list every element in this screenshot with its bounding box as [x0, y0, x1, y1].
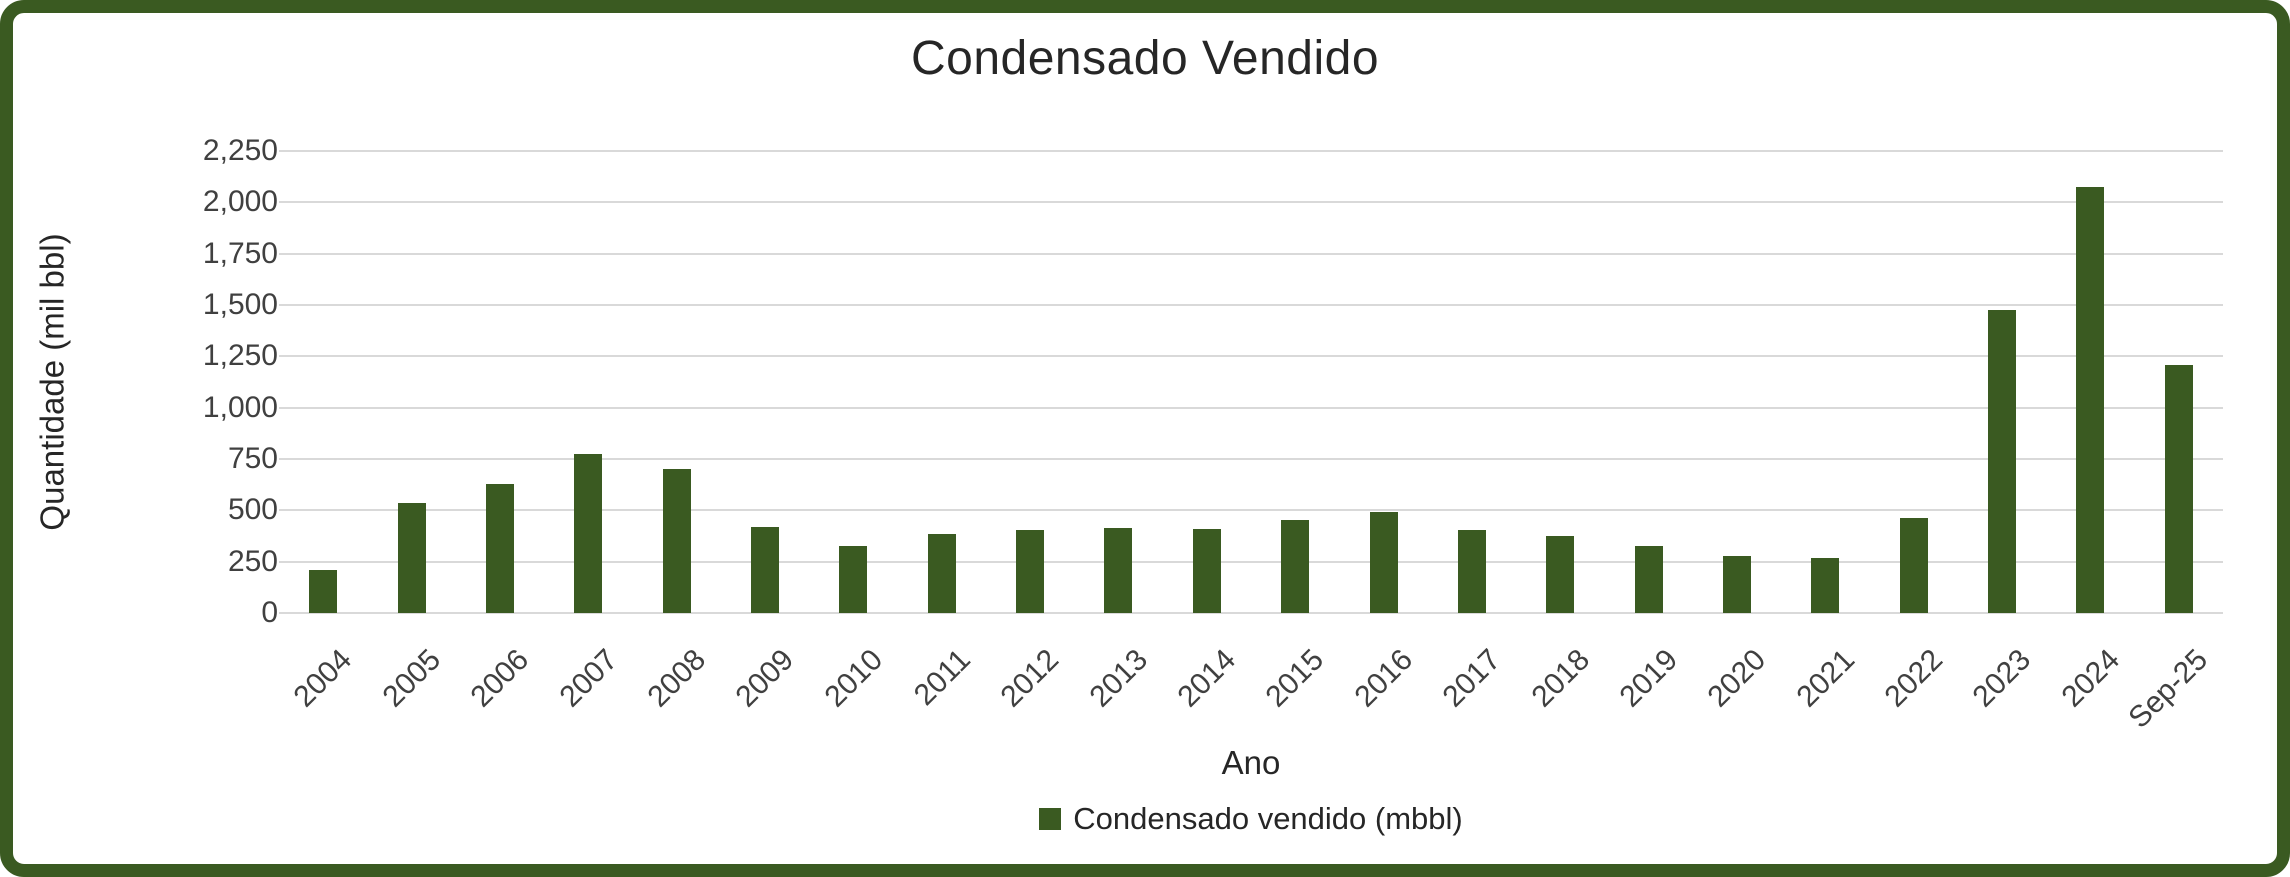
y-tick-label: 1,750	[202, 236, 278, 270]
x-axis-labels: 2004 2005 2006 2007 2008 2009 2010 2011 2012 2013…	[279, 613, 2223, 735]
y-tick-label: 1,250	[202, 339, 278, 373]
bar-2014[interactable]	[1192, 528, 1221, 613]
x-axis-line	[279, 612, 2223, 614]
bar-2005[interactable]	[397, 503, 426, 613]
bar-2022[interactable]	[1899, 517, 1928, 613]
bar-2015[interactable]	[1281, 520, 1310, 613]
x-tick-label: 2018	[1525, 643, 1596, 714]
bar-2006[interactable]	[485, 483, 514, 613]
x-tick-label: 2008	[641, 643, 712, 714]
x-tick-label: 2012	[994, 643, 1066, 714]
x-tick-label: 2015	[1259, 643, 1331, 714]
y-tick-label: 750	[227, 442, 278, 475]
x-axis-title: Ano	[1221, 744, 1281, 781]
x-tick-label: 2021	[1790, 643, 1861, 714]
gridline	[279, 150, 2223, 152]
gridline	[279, 406, 2223, 409]
gridline	[279, 509, 2223, 512]
chart-title: Condensado Vendido	[910, 32, 1380, 85]
legend-swatch-icon	[1039, 808, 1062, 830]
bar-Sep-25[interactable]	[2164, 364, 2193, 613]
x-tick-label: 2005	[376, 643, 447, 714]
gridline	[279, 355, 2223, 358]
y-tick-label: 1,000	[202, 390, 278, 424]
x-tick-label: 2019	[1613, 643, 1684, 714]
x-tick-label: 2006	[464, 643, 536, 714]
x-tick-label: 2011	[908, 643, 978, 712]
x-tick-label: 2024	[2055, 643, 2126, 714]
bar-2016[interactable]	[1369, 512, 1398, 613]
bar-2011[interactable]	[927, 533, 956, 613]
x-tick-label: 2010	[818, 643, 889, 714]
x-tick-label: 2014	[1171, 643, 1243, 714]
bar-2023[interactable]	[1988, 309, 2017, 613]
bar-2004[interactable]	[309, 569, 338, 613]
x-tick-label: Sep-25	[2122, 643, 2215, 735]
bar-2024[interactable]	[2076, 186, 2105, 613]
bar-2008[interactable]	[662, 468, 691, 613]
bar-2021[interactable]	[1811, 557, 1840, 613]
bar-2013[interactable]	[1104, 528, 1133, 613]
bar-2012[interactable]	[1016, 529, 1045, 613]
y-tick-label: 1,500	[202, 288, 278, 321]
x-tick-label: 2023	[1966, 643, 2038, 714]
y-axis-ticks: 0 250 500 750 1,000 1,250 1,500 1,750 2,000 2,250	[13, 135, 278, 629]
x-tick-label: 2007	[553, 643, 624, 714]
legend[interactable]: Condensado vendido (mbbl)	[279, 801, 2223, 837]
y-tick-label: 2,250	[202, 134, 278, 167]
y-tick-label: 2,000	[202, 185, 278, 219]
x-tick-label: 2020	[1701, 643, 1773, 714]
plot-area	[279, 150, 2223, 614]
bar-2007[interactable]	[574, 454, 603, 613]
y-tick-label: 0	[261, 596, 278, 629]
y-tick-label: 250	[227, 544, 278, 578]
bar-2009[interactable]	[751, 526, 779, 613]
y-tick-label: 500	[227, 493, 278, 527]
x-tick-label: 2004	[287, 643, 359, 714]
x-tick-label: 2016	[1348, 643, 1419, 714]
x-tick-label: 2013	[1083, 643, 1154, 714]
bar-2017[interactable]	[1457, 529, 1486, 613]
gridline	[279, 201, 2223, 204]
legend-label: Condensado vendido (mbbl)	[1073, 801, 1463, 836]
bar-2010[interactable]	[839, 546, 868, 613]
bar-2019[interactable]	[1634, 546, 1663, 613]
gridline	[279, 252, 2223, 255]
gridline	[279, 458, 2223, 460]
bar-2020[interactable]	[1723, 555, 1751, 613]
gridline	[279, 304, 2223, 306]
gridline	[279, 560, 2223, 563]
x-tick-label: 2009	[729, 643, 801, 714]
x-tick-label: 2017	[1436, 643, 1508, 714]
x-tick-label: 2022	[1878, 643, 1950, 714]
bar-2018[interactable]	[1546, 535, 1575, 613]
